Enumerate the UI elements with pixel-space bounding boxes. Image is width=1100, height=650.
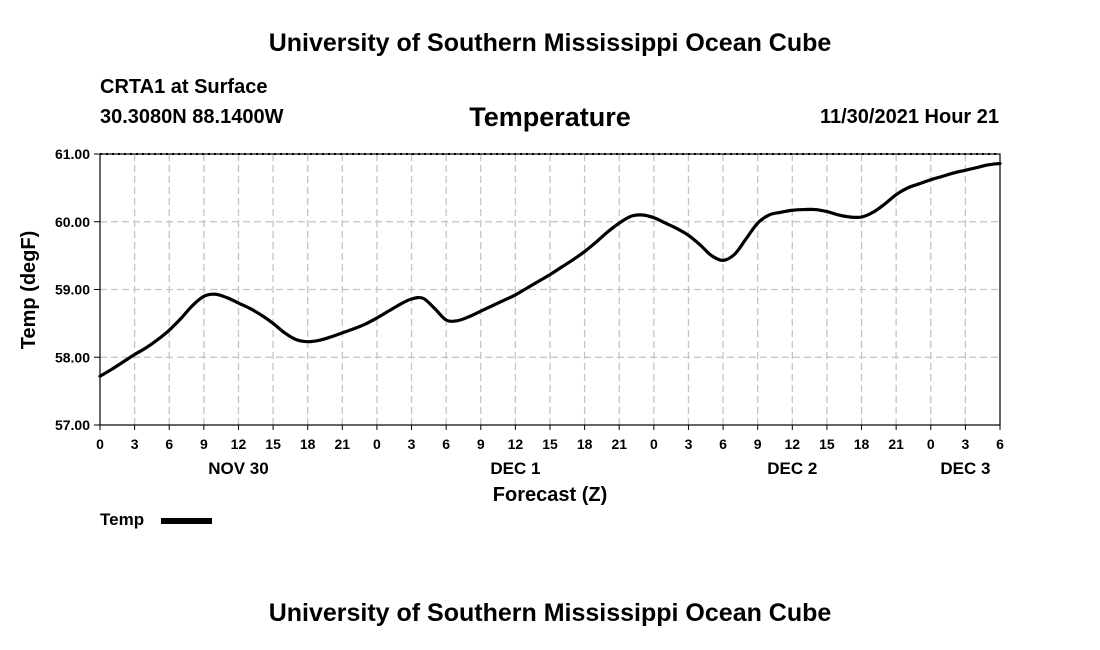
x-tick-label: 18 xyxy=(577,436,593,452)
legend: Temp xyxy=(100,510,212,529)
x-tick-label: 0 xyxy=(650,436,658,452)
x-tick-label: 3 xyxy=(961,436,969,452)
x-tick-label: 12 xyxy=(508,436,524,452)
x-tick-label: 3 xyxy=(408,436,416,452)
x-tick-label: 3 xyxy=(131,436,139,452)
x-tick-label: 6 xyxy=(165,436,173,452)
x-tick-label: 18 xyxy=(300,436,316,452)
x-tick-label: 3 xyxy=(685,436,693,452)
y-tick-label: 58.00 xyxy=(55,349,90,365)
x-tick-label: 21 xyxy=(611,436,627,452)
x-tick-label: 6 xyxy=(996,436,1004,452)
x-tick-label: 21 xyxy=(335,436,351,452)
station-name: CRTA1 at Surface xyxy=(100,76,268,98)
x-tick-label: 12 xyxy=(231,436,247,452)
forecast-datetime: 11/30/2021 Hour 21 xyxy=(819,106,999,128)
y-tick-label: 59.00 xyxy=(55,282,90,298)
x-tick-label: 0 xyxy=(373,436,381,452)
x-tick-label: 6 xyxy=(719,436,727,452)
x-tick-label: 15 xyxy=(265,436,281,452)
x-tick-label: 12 xyxy=(785,436,801,452)
chart-title: Temperature xyxy=(469,102,631,132)
station-location: 30.3080N 88.1400W xyxy=(100,106,284,128)
x-tick-label: 15 xyxy=(542,436,558,452)
x-tick-label: 21 xyxy=(888,436,904,452)
x-tick-label: 15 xyxy=(819,436,835,452)
x-tick-label: 6 xyxy=(442,436,450,452)
x-tick-label: 9 xyxy=(754,436,762,452)
x-tick-label: 9 xyxy=(200,436,208,452)
y-tick-label: 60.00 xyxy=(55,214,90,230)
x-day-label: DEC 3 xyxy=(940,459,990,478)
x-day-label: DEC 1 xyxy=(490,459,540,478)
x-tick-label: 0 xyxy=(927,436,935,452)
y-tick-label: 61.00 xyxy=(55,146,90,162)
page-title-bottom: University of Southern Mississippi Ocean… xyxy=(268,599,832,627)
legend-label-temp: Temp xyxy=(100,510,144,529)
y-tick-label: 57.00 xyxy=(55,417,90,433)
y-axis-label: Temp (degF) xyxy=(18,231,40,350)
page-title-top: University of Southern Mississippi Ocean… xyxy=(268,29,832,57)
x-tick-label: 18 xyxy=(854,436,870,452)
x-day-label: DEC 2 xyxy=(767,459,817,478)
x-day-label: NOV 30 xyxy=(208,459,268,478)
series-line-temp xyxy=(98,161,1002,378)
x-tick-label: 9 xyxy=(477,436,485,452)
x-tick-label: 0 xyxy=(96,436,104,452)
x-axis-label: Forecast (Z) xyxy=(493,484,607,506)
